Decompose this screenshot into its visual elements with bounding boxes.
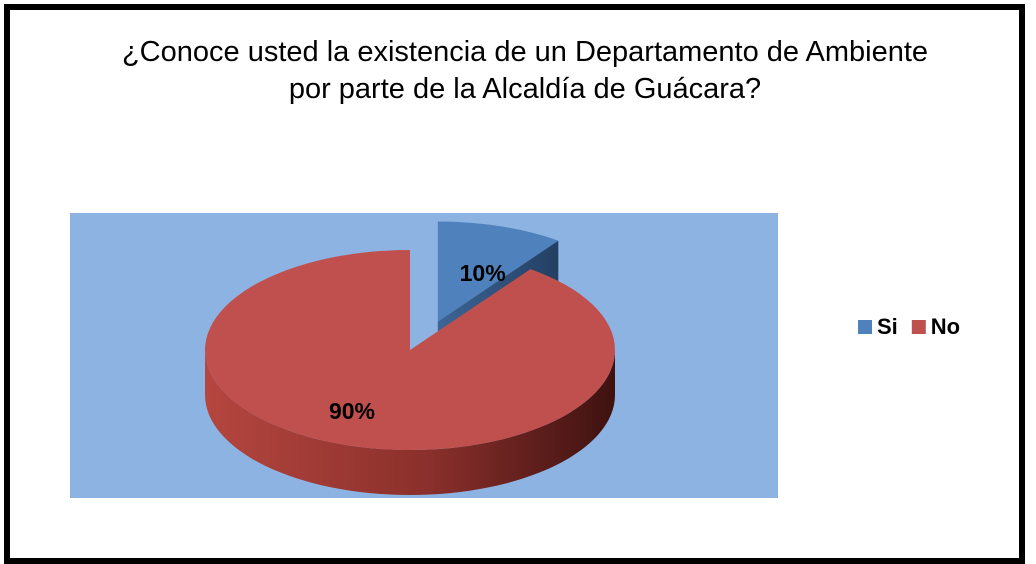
pie-slice (437, 221, 559, 322)
data-label: 90% (329, 398, 375, 424)
chart-title: ¿Conoce usted la existencia de un Depart… (121, 36, 929, 105)
data-label: 10% (460, 260, 506, 286)
chart: 10% 90% Si No (70, 213, 960, 498)
page: ¿Conoce usted la existencia de un Depart… (4, 4, 1025, 564)
slice-side (205, 350, 615, 495)
legend-label: Si (877, 314, 898, 339)
legend-swatch (911, 320, 926, 334)
pie-slice (205, 250, 616, 450)
legend-swatch (858, 320, 872, 334)
legend-label: No (931, 314, 960, 339)
